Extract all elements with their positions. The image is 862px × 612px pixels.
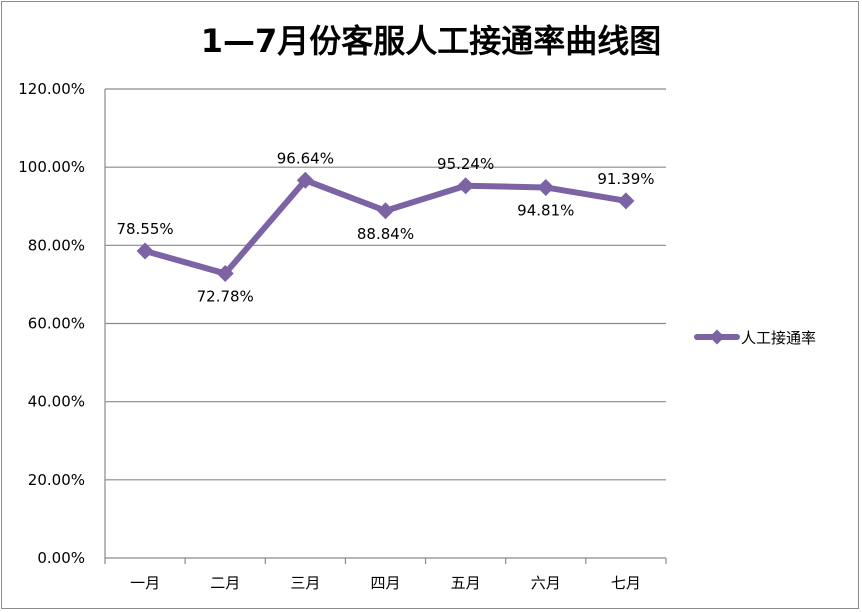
data-label-5: 94.81% <box>517 201 574 219</box>
x-category-labels: 一月 二月 三月 四月 五月 六月 七月 <box>130 574 641 592</box>
data-label-6: 91.39% <box>597 170 654 188</box>
x-category-label-4: 五月 <box>451 574 481 592</box>
data-point-1 <box>216 265 234 283</box>
y-tick-label-3: 60.00% <box>28 315 85 333</box>
y-tick-label-1: 20.00% <box>28 471 85 489</box>
data-point-3 <box>377 202 394 220</box>
legend: 人工接通率 <box>694 329 816 347</box>
data-label-2: 96.64% <box>277 149 334 167</box>
axes <box>104 89 667 564</box>
y-tick-label-5: 100.00% <box>18 158 85 176</box>
x-category-label-1: 二月 <box>210 574 240 592</box>
data-point-0 <box>136 242 154 260</box>
data-label-4: 95.24% <box>437 155 494 173</box>
legend-marker-0 <box>709 329 725 345</box>
data-point-6 <box>617 192 635 210</box>
data-point-5 <box>537 178 555 196</box>
data-point-4 <box>457 177 475 195</box>
y-tick-labels: 0.00% 20.00% 40.00% 60.00% 80.00% 100.00% 120.… <box>18 80 85 567</box>
x-category-label-3: 四月 <box>370 574 400 592</box>
y-tick-label-2: 40.00% <box>28 393 85 411</box>
y-tick-label-0: 0.00% <box>37 549 85 567</box>
y-tick-label-6: 120.00% <box>18 80 85 98</box>
x-category-label-5: 六月 <box>531 574 561 592</box>
data-point-2 <box>296 171 314 189</box>
data-label-0: 78.55% <box>116 220 173 238</box>
data-label-1: 72.78% <box>197 288 254 306</box>
data-labels: 78.55% 72.78% 96.64% 88.84% 95.24% 94.81% 91.3… <box>116 149 654 305</box>
x-category-label-0: 一月 <box>130 574 160 592</box>
data-label-3: 88.84% <box>357 225 414 243</box>
grid-lines <box>105 88 666 481</box>
x-category-label-2: 三月 <box>290 574 320 592</box>
series-markers <box>136 171 635 283</box>
chart-title: 1—7月份客服人工接通率曲线图 <box>201 22 662 60</box>
y-tick-label-4: 80.00% <box>28 236 85 254</box>
x-category-label-6: 七月 <box>611 574 641 592</box>
legend-label-0: 人工接通率 <box>741 329 816 347</box>
